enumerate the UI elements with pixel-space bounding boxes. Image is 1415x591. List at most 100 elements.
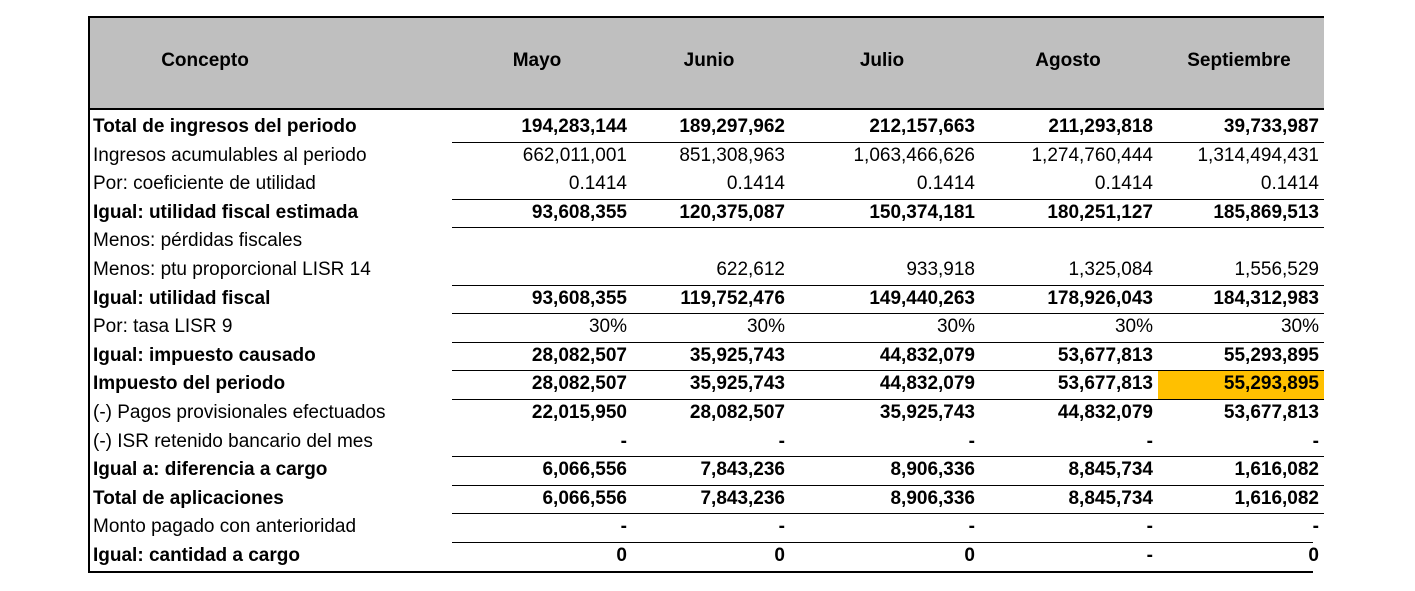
value-cell: 0.1414 — [726, 173, 785, 195]
value-cell: 851,308,963 — [679, 144, 785, 166]
row-rule — [452, 141, 1324, 143]
row-rule — [452, 399, 1324, 400]
row-rule — [452, 198, 1324, 200]
value-cell: 35,925,743 — [879, 402, 975, 423]
row-label: Igual: utilidad fiscal estimada — [93, 201, 359, 223]
value-cell: 120,375,087 — [679, 201, 785, 223]
row-rule — [452, 542, 1313, 543]
value-cell: 119,752,476 — [680, 287, 785, 309]
highlight-cell — [1158, 370, 1324, 399]
value-cell: 44,832,079 — [879, 373, 975, 395]
row-rule — [452, 484, 1324, 486]
value-cell: 8,845,734 — [1068, 459, 1153, 481]
row-label: (-) ISR retenido bancario del mes — [93, 430, 373, 452]
value-cell: 30% — [588, 316, 627, 338]
row-label: Monto pagado con anterioridad — [93, 516, 357, 538]
value-cell: 8,906,336 — [890, 459, 975, 481]
value-cell: 6,066,556 — [542, 459, 627, 481]
value-cell: 1,325,084 — [1068, 259, 1153, 280]
value-cell: 44,832,079 — [879, 344, 975, 366]
value-cell: 28,082,507 — [531, 373, 627, 395]
value-cell: 0.1414 — [1094, 173, 1153, 195]
value-cell: 35,925,743 — [689, 344, 785, 366]
value-cell: 662,011,001 — [522, 144, 627, 166]
value-cell: 0 — [1308, 545, 1319, 566]
value-cell: 622,612 — [716, 259, 785, 280]
value-cell: 6,066,556 — [542, 487, 627, 509]
value-cell: 22,015,950 — [531, 402, 627, 423]
value-cell: 7,843,236 — [700, 459, 785, 481]
row-label: Por: coeficiente de utilidad — [93, 173, 316, 195]
value-cell: - — [620, 430, 627, 452]
value-cell: 189,297,962 — [679, 116, 785, 137]
column-header: Agosto — [1035, 50, 1101, 71]
row-rule — [452, 456, 1324, 458]
value-cell: 0.1414 — [916, 173, 975, 195]
row-rule — [452, 513, 1324, 515]
row-label: Igual: impuesto causado — [93, 344, 316, 366]
value-cell: 0.1414 — [568, 173, 627, 195]
value-cell: - — [778, 516, 785, 538]
value-cell: - — [1312, 516, 1319, 538]
value-cell: 93,608,355 — [531, 287, 627, 309]
value-cell: 1,616,082 — [1234, 459, 1319, 481]
row-label: (-) Pagos provisionales efectuados — [93, 402, 386, 423]
value-cell: 1,556,529 — [1234, 259, 1319, 280]
value-cell: 1,063,466,626 — [853, 144, 975, 166]
value-cell: 185,869,513 — [1213, 201, 1319, 223]
value-cell: 212,157,663 — [869, 116, 975, 137]
value-cell: 28,082,507 — [689, 402, 785, 423]
row-label: Igual a: diferencia a cargo — [93, 459, 328, 481]
header-band — [88, 16, 1324, 110]
value-cell: 35,925,743 — [689, 373, 785, 395]
value-cell: 0 — [964, 545, 975, 566]
column-header: Concepto — [161, 50, 249, 71]
value-cell: 0 — [774, 545, 785, 566]
value-cell: 55,293,895 — [1223, 344, 1319, 366]
column-header: Julio — [859, 50, 905, 71]
value-cell: - — [1312, 430, 1319, 452]
row-label: Total de ingresos del periodo — [93, 116, 357, 137]
value-cell: 30% — [746, 316, 785, 338]
value-cell: 8,845,734 — [1068, 487, 1153, 509]
value-cell: 44,832,079 — [1057, 402, 1153, 423]
value-cell: 93,608,355 — [531, 201, 627, 223]
row-label: Total de aplicaciones — [93, 487, 284, 509]
value-cell: 178,926,043 — [1047, 287, 1153, 309]
value-cell: - — [968, 516, 975, 538]
row-label: Menos: ptu proporcional LISR 14 — [93, 259, 371, 280]
value-cell: 211,293,818 — [1048, 116, 1153, 137]
row-rule — [452, 341, 1324, 343]
value-cell: - — [1146, 545, 1153, 566]
value-cell: 30% — [1280, 316, 1319, 338]
value-cell: 149,440,263 — [869, 287, 975, 309]
value-cell: 1,616,082 — [1234, 487, 1319, 509]
value-cell: 39,733,987 — [1223, 116, 1319, 137]
value-cell: - — [1146, 430, 1153, 452]
row-rule — [452, 313, 1324, 315]
value-cell: 53,677,813 — [1057, 344, 1153, 366]
row-rule — [452, 227, 1324, 229]
value-cell: - — [1146, 516, 1153, 538]
value-cell: 30% — [936, 316, 975, 338]
value-cell: 0 — [616, 545, 627, 566]
value-cell: 150,374,181 — [869, 201, 975, 223]
value-cell: 194,283,144 — [521, 116, 627, 137]
value-cell: 933,918 — [906, 259, 975, 280]
value-cell: - — [620, 516, 627, 538]
row-label: Ingresos acumulables al periodo — [93, 144, 367, 166]
value-cell: 180,251,127 — [1047, 201, 1153, 223]
row-label: Igual: cantidad a cargo — [93, 545, 300, 566]
table-bottom-border — [88, 570, 1313, 573]
value-cell: 1,274,760,444 — [1031, 144, 1153, 166]
value-cell: 30% — [1114, 316, 1153, 338]
column-header: Septiembre — [1187, 50, 1291, 71]
row-rule — [452, 284, 1324, 286]
row-label: Igual: utilidad fiscal — [93, 287, 271, 309]
row-label: Impuesto del periodo — [93, 373, 286, 395]
value-cell: 184,312,983 — [1213, 287, 1319, 309]
value-cell: 1,314,494,431 — [1197, 144, 1319, 166]
value-cell: - — [968, 430, 975, 452]
value-cell: 55,293,895 — [1223, 373, 1319, 395]
